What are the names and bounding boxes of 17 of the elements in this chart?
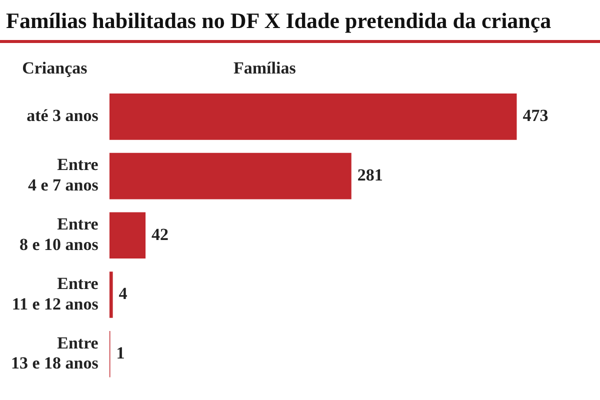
y-axis-title: Crianças	[22, 58, 88, 78]
chart-title: Famílias habilitadas no DF X Idade pretendida da criança	[5, 7, 552, 35]
y-tick-label: Entre 11 e 12 anos	[12, 274, 99, 314]
bar	[109, 152, 352, 200]
y-tick-label: Entre 8 e 10 anos	[19, 214, 99, 254]
bar	[109, 272, 113, 318]
data-label: 4	[118, 284, 128, 304]
y-tick-label: Entre 13 e 18 anos	[10, 333, 99, 373]
data-label: 1	[116, 344, 125, 363]
y-tick-label: até 3 anos	[26, 106, 99, 126]
x-axis-title: Famílias	[234, 58, 296, 78]
y-tick-label: Entre 4 e 7 anos	[28, 155, 99, 195]
bar	[109, 212, 146, 259]
data-label: 281	[357, 165, 383, 184]
data-label: 473	[522, 106, 548, 126]
data-label: 42	[152, 224, 169, 244]
bar	[109, 94, 517, 140]
